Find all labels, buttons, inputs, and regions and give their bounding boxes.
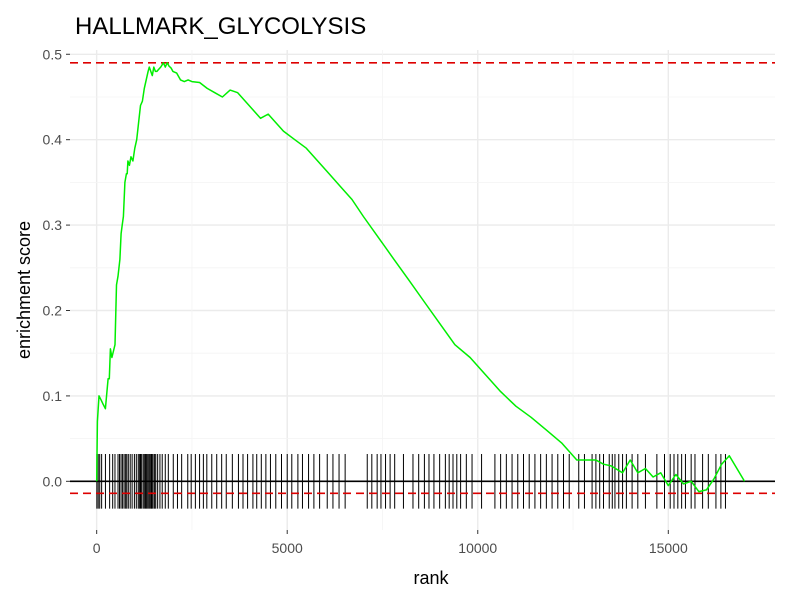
x-axis-title: rank: [413, 568, 449, 588]
enrichment-curve-group: [95, 62, 746, 493]
x-tick-label: 0: [93, 540, 101, 556]
y-tick-label: 0.5: [43, 46, 63, 62]
grid-lines: [70, 50, 775, 530]
gene-hit-ticks: [96, 453, 726, 509]
enrichment-curve: [95, 62, 746, 493]
y-tick-label: 0.1: [43, 388, 63, 404]
x-tick-label: 15000: [649, 540, 688, 556]
y-tick-label: 0.2: [43, 302, 63, 318]
y-tick-label: 0.0: [43, 473, 63, 489]
y-tick-label: 0.3: [43, 217, 63, 233]
y-axis-ticks: 0.0 0.1 0.2 0.3 0.4 0.5: [43, 46, 70, 489]
x-tick-label: 5000: [272, 540, 303, 556]
x-tick-label: 10000: [458, 540, 497, 556]
y-tick-label: 0.4: [43, 132, 63, 148]
chart-title: HALLMARK_GLYCOLYSIS: [75, 13, 366, 40]
threshold-lines: [70, 62, 775, 495]
y-axis-title: enrichment score: [14, 221, 34, 359]
x-axis-ticks: 0 5000 10000 15000: [93, 530, 688, 556]
